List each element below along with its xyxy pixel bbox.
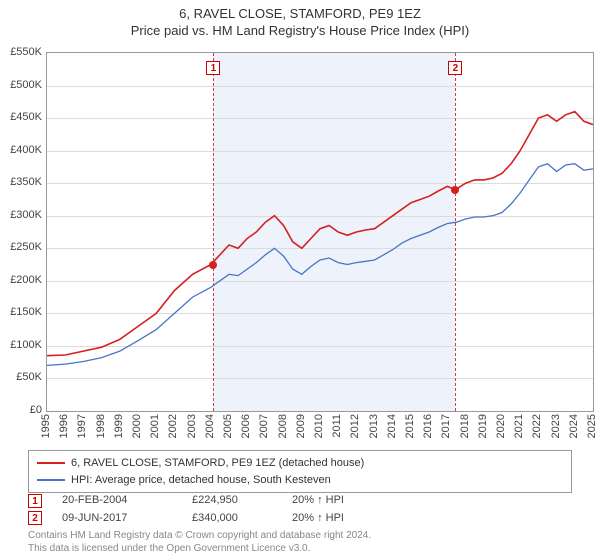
x-tick-label: 2000 xyxy=(131,414,143,438)
legend-swatch-price-paid xyxy=(37,462,65,464)
x-tick-label: 2015 xyxy=(404,414,416,438)
chart-plot-area: 12 xyxy=(46,52,594,412)
attribution: Contains HM Land Registry data © Crown c… xyxy=(28,530,572,555)
x-tick-label: 2007 xyxy=(258,414,270,438)
y-tick-label: £100K xyxy=(2,339,42,351)
title-block: 6, RAVEL CLOSE, STAMFORD, PE9 1EZ Price … xyxy=(0,0,600,40)
x-tick-label: 2003 xyxy=(186,414,198,438)
x-tick-label: 2006 xyxy=(240,414,252,438)
transaction-dot xyxy=(451,186,459,194)
x-tick-label: 2005 xyxy=(222,414,234,438)
x-tick-label: 2024 xyxy=(568,414,580,438)
transaction-badge: 2 xyxy=(448,61,462,75)
attribution-line1: Contains HM Land Registry data © Crown c… xyxy=(28,530,572,543)
x-tick-label: 2008 xyxy=(277,414,289,438)
x-tick-label: 2022 xyxy=(531,414,543,438)
transaction-row-badge: 2 xyxy=(28,511,42,525)
x-tick-label: 2025 xyxy=(586,414,598,438)
x-tick-label: 1995 xyxy=(40,414,52,438)
x-tick-label: 2019 xyxy=(477,414,489,438)
series-price_paid xyxy=(47,112,593,356)
x-tick-label: 2023 xyxy=(550,414,562,438)
transaction-dot xyxy=(209,261,217,269)
y-tick-label: £50K xyxy=(2,371,42,383)
y-tick-label: £200K xyxy=(2,274,42,286)
series-hpi xyxy=(47,164,593,366)
x-tick-label: 2016 xyxy=(422,414,434,438)
x-tick-label: 2021 xyxy=(513,414,525,438)
legend-label-price-paid: 6, RAVEL CLOSE, STAMFORD, PE9 1EZ (detac… xyxy=(71,455,364,472)
y-tick-label: £450K xyxy=(2,111,42,123)
attribution-line2: This data is licensed under the Open Gov… xyxy=(28,543,572,556)
x-tick-label: 1996 xyxy=(58,414,70,438)
y-tick-label: £550K xyxy=(2,46,42,58)
x-tick-label: 2014 xyxy=(386,414,398,438)
transaction-row-badge: 1 xyxy=(28,494,42,508)
x-tick-label: 2009 xyxy=(295,414,307,438)
y-tick-label: £300K xyxy=(2,209,42,221)
chart-svg xyxy=(47,53,593,411)
x-tick-label: 2018 xyxy=(459,414,471,438)
y-tick-label: £500K xyxy=(2,79,42,91)
transaction-row: 2 09-JUN-2017£340,00020% ↑ HPI xyxy=(28,510,572,528)
x-tick-label: 1999 xyxy=(113,414,125,438)
transaction-date: 20-FEB-2004 xyxy=(62,492,192,510)
transaction-pct: 20% ↑ HPI xyxy=(292,492,392,510)
legend-swatch-hpi xyxy=(37,479,65,481)
x-tick-label: 2013 xyxy=(368,414,380,438)
x-tick-label: 2002 xyxy=(167,414,179,438)
x-tick-label: 2001 xyxy=(149,414,161,438)
y-tick-label: £250K xyxy=(2,241,42,253)
title-line2: Price paid vs. HM Land Registry's House … xyxy=(0,23,600,40)
title-line1: 6, RAVEL CLOSE, STAMFORD, PE9 1EZ xyxy=(0,6,600,23)
chart-container: 6, RAVEL CLOSE, STAMFORD, PE9 1EZ Price … xyxy=(0,0,600,560)
transaction-price: £340,000 xyxy=(192,510,292,528)
x-tick-label: 1998 xyxy=(95,414,107,438)
x-tick-label: 2020 xyxy=(495,414,507,438)
transaction-date: 09-JUN-2017 xyxy=(62,510,192,528)
transaction-pct: 20% ↑ HPI xyxy=(292,510,392,528)
x-tick-label: 1997 xyxy=(76,414,88,438)
legend-row-1: 6, RAVEL CLOSE, STAMFORD, PE9 1EZ (detac… xyxy=(37,455,563,472)
x-tick-label: 2004 xyxy=(204,414,216,438)
legend-box: 6, RAVEL CLOSE, STAMFORD, PE9 1EZ (detac… xyxy=(28,450,572,493)
y-tick-label: £150K xyxy=(2,306,42,318)
transaction-badge: 1 xyxy=(206,61,220,75)
transactions-block: 1 20-FEB-2004£224,95020% ↑ HPI 2 09-JUN-201… xyxy=(28,492,572,527)
x-tick-label: 2010 xyxy=(313,414,325,438)
x-tick-label: 2017 xyxy=(440,414,452,438)
legend-label-hpi: HPI: Average price, detached house, Sout… xyxy=(71,472,331,489)
y-tick-label: £400K xyxy=(2,144,42,156)
y-tick-label: £350K xyxy=(2,176,42,188)
x-tick-label: 2012 xyxy=(349,414,361,438)
transaction-price: £224,950 xyxy=(192,492,292,510)
transaction-row: 1 20-FEB-2004£224,95020% ↑ HPI xyxy=(28,492,572,510)
x-tick-label: 2011 xyxy=(331,414,343,438)
legend-row-2: HPI: Average price, detached house, Sout… xyxy=(37,472,563,489)
y-tick-label: £0 xyxy=(2,404,42,416)
